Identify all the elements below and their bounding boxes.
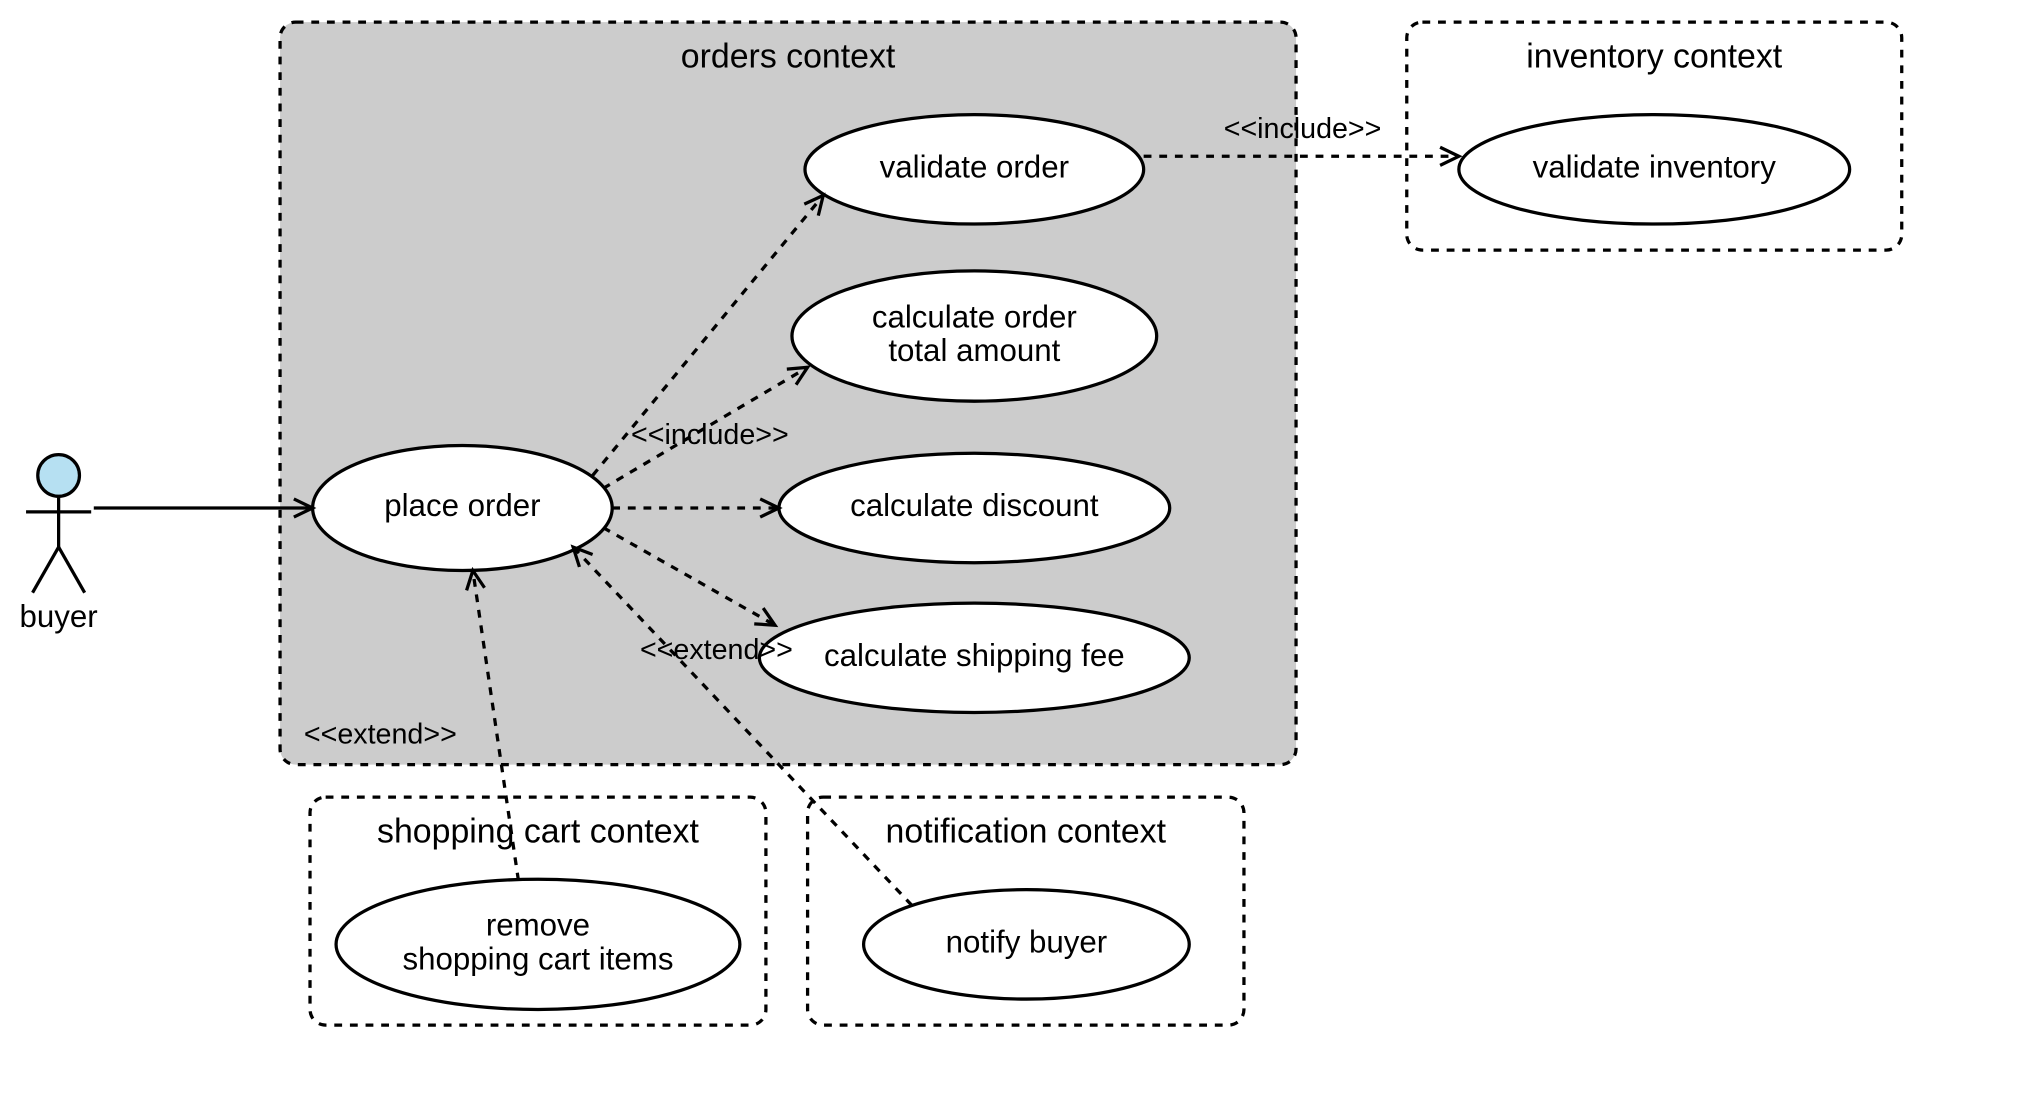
use-case-diagram: orders context inventory context shopping …	[0, 0, 2032, 1042]
usecase-label-validate-order: validate order	[880, 150, 1069, 185]
context-title-shopping-cart: shopping cart context	[377, 813, 699, 851]
rel-label-2: <<extend>>	[640, 634, 793, 666]
usecase-label-validate-inventory: validate inventory	[1533, 150, 1777, 185]
usecase-label-calc-discount: calculate discount	[850, 488, 1099, 523]
context-title-orders: orders context	[681, 38, 896, 76]
usecase-label-calc-shipping: calculate shipping fee	[824, 638, 1125, 673]
rel-label-0: <<include>>	[631, 419, 789, 451]
usecase-label-calc-total-0: calculate order	[872, 299, 1077, 334]
rel-label-3: <<extend>>	[304, 719, 457, 751]
rel-label-1: <<include>>	[1224, 113, 1382, 145]
context-title-inventory: inventory context	[1526, 38, 1783, 76]
usecase-label-place-order: place order	[384, 488, 540, 523]
usecase-label-remove-cart-0: remove	[486, 908, 590, 943]
usecase-label-remove-cart-1: shopping cart items	[402, 942, 673, 977]
usecase-label-calc-total-1: total amount	[888, 333, 1060, 368]
actor-label-buyer: buyer	[20, 599, 98, 634]
actor-buyer	[26, 455, 91, 593]
context-title-notification: notification context	[886, 813, 1167, 851]
usecase-label-notify-buyer: notify buyer	[946, 925, 1108, 960]
